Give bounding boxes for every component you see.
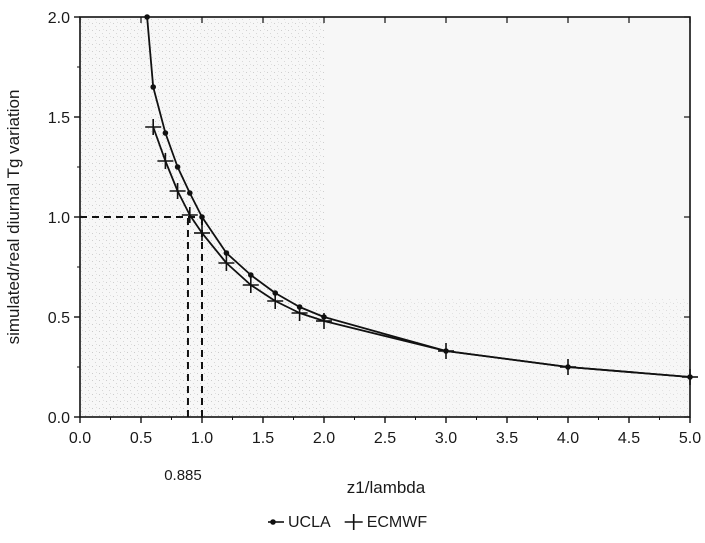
data-point-ucla — [162, 130, 169, 136]
y-axis: 0.0 0.5 1.0 1.5 2.0 — [48, 10, 690, 427]
y-axis-title: simulated/real diurnal Tg variation — [4, 90, 23, 345]
y-tick-label: 1.5 — [48, 110, 70, 127]
data-point-ecmwf — [267, 293, 284, 309]
legend-label: UCLA — [288, 514, 331, 531]
data-point-ucla — [150, 84, 156, 90]
data-point-ecmwf — [194, 225, 210, 241]
data-point-ecmwf — [157, 153, 174, 169]
x-tick-label: 0.5 — [130, 430, 152, 447]
x-tick-label: 5.0 — [679, 430, 701, 447]
legend: UCLA ECMWF — [268, 514, 427, 531]
data-point-ecmwf — [145, 119, 162, 135]
x-tick-label: 3.0 — [435, 430, 457, 447]
data-point-ecmwf — [438, 343, 454, 359]
x-tick-label: 2.0 — [313, 430, 335, 447]
x-tick-label: 1.0 — [191, 430, 213, 447]
data-point-ecmwf — [316, 313, 332, 329]
y-tick-label: 0.0 — [48, 410, 70, 427]
reference-lines — [80, 216, 203, 417]
x-tick-label: 2.5 — [374, 430, 396, 447]
x-axis-title: z1/lambda — [347, 478, 426, 497]
x-tick-label: 1.5 — [252, 430, 274, 447]
y-tick-label: 2.0 — [48, 10, 70, 27]
data-point-ucla — [199, 214, 205, 220]
plot-background — [80, 17, 690, 417]
data-point-ucla — [248, 272, 254, 278]
x-tick-label: 4.5 — [618, 430, 640, 447]
data-point-ecmwf — [291, 305, 308, 321]
data-point-ecmwf — [218, 255, 235, 271]
data-point-ecmwf — [169, 183, 186, 199]
data-point-ucla — [174, 164, 181, 170]
annotation-label: 0.885 — [164, 467, 202, 484]
x-tick-label: 4.0 — [557, 430, 579, 447]
data-point-ucla — [187, 190, 193, 196]
y-tick-label: 1.0 — [48, 210, 70, 227]
legend-item-ucla: UCLA — [268, 514, 331, 531]
data-point-ecmwf — [242, 277, 259, 293]
series-layer — [144, 14, 698, 385]
legend-label: ECMWF — [367, 514, 428, 531]
x-axis: 0.0 0.5 1.0 1.5 2.0 2.5 3.0 3.5 4.0 4.5 5.0 — [69, 17, 701, 447]
y-tick-label: 0.5 — [48, 310, 70, 327]
scan-texture — [80, 297, 690, 417]
x-tick-label: 0.0 — [69, 430, 91, 447]
legend-item-ecmwf: ECMWF — [344, 514, 428, 531]
data-point-ucla — [223, 250, 230, 256]
x-tick-label: 3.5 — [496, 430, 518, 447]
data-point-ecmwf — [560, 359, 576, 375]
data-point-ecmwf — [181, 207, 198, 223]
legend-dot-marker — [270, 519, 276, 525]
